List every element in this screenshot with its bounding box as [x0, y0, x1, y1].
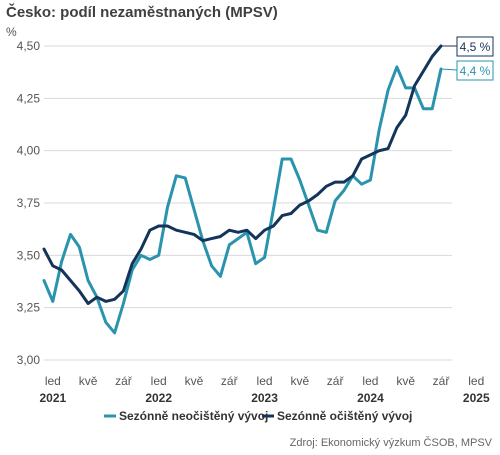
series-line-1 [42, 65, 443, 335]
x-tick-label: led [45, 374, 61, 388]
y-tick-label: 3,25 [17, 301, 41, 315]
legend-label: Sezónně očištěný vývoj [277, 409, 412, 423]
legend: Sezónně neočištěný vývoj Sezónně očištěný… [104, 409, 412, 423]
gridlines [44, 45, 452, 361]
y-axis-unit: % [6, 25, 17, 39]
end-label-connector [440, 68, 458, 71]
chart-title: Česko: podíl nezaměstnaných (MPSV) [6, 4, 278, 21]
x-tick-label: zář [433, 374, 451, 388]
end-label-box [456, 60, 494, 81]
x-year-label: 2024 [357, 391, 384, 405]
y-tick-label: 4,25 [17, 91, 41, 105]
x-year-label: 2025 [463, 391, 490, 405]
x-tick-label: kvě [79, 374, 98, 388]
x-axis: ledkvězářledkvězářledkvězářledkvězářledk… [39, 374, 490, 405]
x-year-label: 2023 [251, 391, 278, 405]
y-tick-label: 3,50 [17, 248, 41, 262]
y-axis: % 3,00 3,25 3,50 3,75 4,00 4,25 4,50 [6, 25, 40, 367]
x-tick-label: zář [221, 374, 239, 388]
series-lines [42, 44, 443, 335]
x-tick-label: kvě [291, 374, 310, 388]
x-tick-label: kvě [396, 374, 415, 388]
x-tick-label: led [151, 374, 167, 388]
x-year-label: 2021 [39, 391, 66, 405]
y-tick-label: 3,75 [17, 196, 41, 210]
series-line-2 [42, 44, 443, 305]
x-tick-label: led [362, 374, 378, 388]
x-tick-label: led [257, 374, 273, 388]
x-tick-label: zář [115, 374, 133, 388]
y-tick-label: 3,00 [17, 353, 41, 367]
x-tick-label: kvě [185, 374, 204, 388]
end-value-label: 4,5 % [460, 40, 491, 54]
y-tick-label: 4,00 [17, 144, 41, 158]
x-year-label: 2022 [145, 391, 172, 405]
end-label-box [456, 36, 494, 57]
end-value-label: 4,4 % [460, 64, 491, 78]
end-labels: 4,4 % 4,5 % [440, 36, 494, 81]
x-tick-label: zář [327, 374, 345, 388]
legend-label: Sezónně neočištěný vývoj [119, 409, 268, 423]
y-tick-label: 4,50 [17, 39, 41, 53]
source-note: Zdroj: Ekonomický výzkum ČSOB, MPSV [290, 436, 493, 449]
x-tick-label: led [468, 374, 484, 388]
